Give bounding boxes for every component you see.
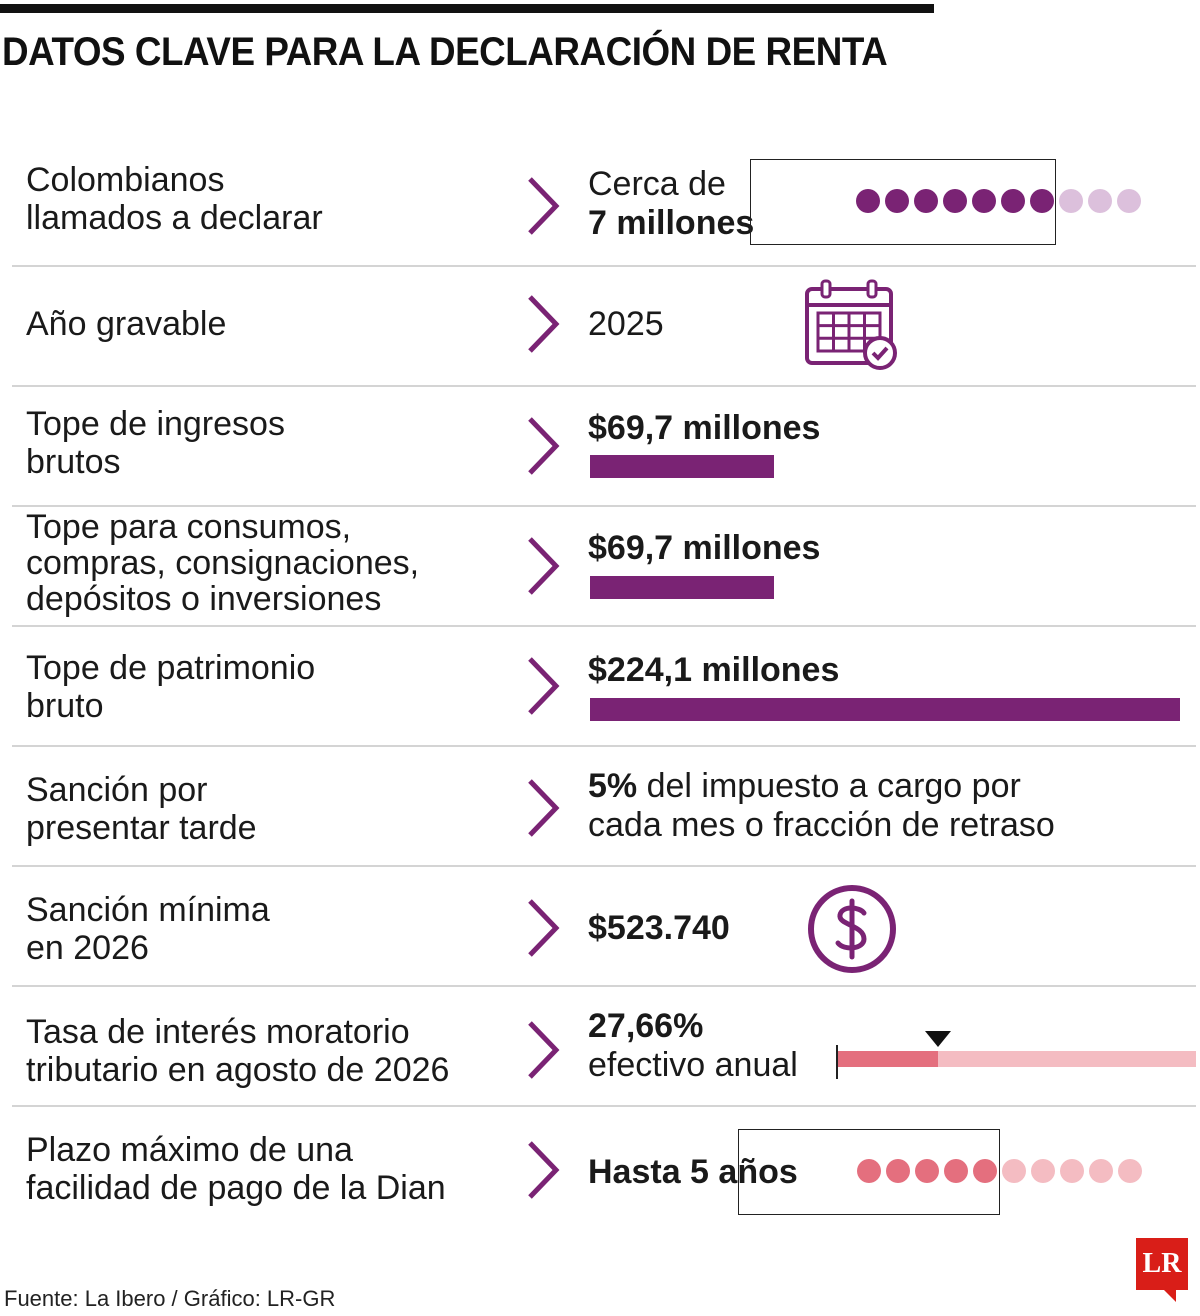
row-label: Plazo máximo de una facilidad de pago de… [26,1131,446,1207]
amount-bar [590,576,774,599]
row-divider [12,865,1196,867]
row-payment-term: Plazo máximo de una facilidad de pago de… [12,1107,1196,1227]
dot-filled [885,189,909,213]
row-value: $69,7 millones [588,409,821,447]
row-label: Tope para consumos, compras, consignacio… [26,508,420,618]
row-value-line2: cada mes o fracción de retraso [588,806,1055,844]
dot-filled [914,189,938,213]
row-assets-cap: Tope de patrimonio bruto $224,1 millones [12,627,1196,747]
row-label: Año gravable [26,305,227,343]
row-value-pre: Cerca de [588,165,726,203]
row-income-cap: Tope de ingresos brutos $69,7 millones [12,387,1196,507]
chevron-right-icon [528,295,560,353]
dot-filled [915,1159,939,1183]
amount-bar [590,455,774,478]
row-value: $224,1 millones [588,651,840,689]
row-label: Colombianos llamados a declarar [26,161,323,237]
rate-fill [838,1051,938,1067]
row-interest-rate: Tasa de interés moratorio tributario en … [12,987,1196,1107]
highlight-frame [750,159,1056,245]
row-divider [12,385,1196,387]
top-rule [0,4,934,13]
row-value-bold: 5% [588,767,638,805]
row-value: Hasta 5 años [588,1153,798,1191]
row-label: Sanción por presentar tarde [26,771,257,847]
amount-bar [590,698,1180,721]
dot-empty [1117,189,1141,213]
row-divider [12,1105,1196,1107]
row-value: $523.740 [588,909,730,947]
row-label: Sanción mínima en 2026 [26,891,270,967]
row-label: Tope de patrimonio bruto [26,649,316,725]
dot-filled [886,1159,910,1183]
source-credit: Fuente: La Ibero / Gráfico: LR-GR [4,1286,336,1311]
dot-filled [973,1159,997,1183]
row-value: 27,66% [588,1007,704,1045]
dot-filled [856,189,880,213]
publisher-logo: LR [1136,1238,1188,1290]
chevron-right-icon [528,177,560,235]
row-divider [12,745,1196,747]
dollar-coin-icon [808,885,896,973]
dot-empty [1031,1159,1055,1183]
dot-empty [1059,189,1083,213]
dot-empty [1118,1159,1142,1183]
chevron-right-icon [528,657,560,715]
dot-empty [1088,189,1112,213]
chevron-right-icon [528,1141,560,1199]
row-min-penalty: Sanción mínima en 2026 $523.740 [12,867,1196,987]
dot-filled [857,1159,881,1183]
dot-filled [1030,189,1054,213]
dot-empty [1089,1159,1113,1183]
row-value: 7 millones [588,204,755,242]
row-divider [12,985,1196,987]
row-declarants: Colombianos llamados a declarar Cerca de… [12,147,1196,267]
row-divider [12,265,1196,267]
dot-empty [1002,1159,1026,1183]
logo-tail [1164,1290,1176,1302]
row-value: 5% del impuesto a cargo por [588,767,1021,805]
dot-empty [1060,1159,1084,1183]
rate-marker-icon [925,1031,951,1047]
row-divider [12,505,1196,507]
dot-filled [1001,189,1025,213]
dot-filled [944,1159,968,1183]
calendar-check-icon [805,279,897,370]
rate-axis-tick [836,1045,838,1079]
row-value-line2: efectivo anual [588,1046,798,1084]
dot-filled [943,189,967,213]
chevron-right-icon [528,779,560,837]
row-divider [12,625,1196,627]
row-value: 2025 [588,305,664,343]
row-consumption-cap: Tope para consumos, compras, consignacio… [12,507,1196,627]
page-title: DATOS CLAVE PARA LA DECLARACIÓN DE RENTA [2,30,888,74]
row-value-rest: del impuesto a cargo por [637,767,1021,805]
chevron-right-icon [528,537,560,595]
row-tax-year: Año gravable 2025 [12,267,1196,387]
row-label: Tasa de interés moratorio tributario en … [26,1013,450,1089]
row-late-penalty: Sanción por presentar tarde 5% del impue… [12,747,1196,867]
chevron-right-icon [528,417,560,475]
highlight-frame [738,1129,1000,1215]
chevron-right-icon [528,899,560,957]
chevron-right-icon [528,1021,560,1079]
dot-filled [972,189,996,213]
row-label: Tope de ingresos brutos [26,405,285,481]
row-value: $69,7 millones [588,529,821,567]
